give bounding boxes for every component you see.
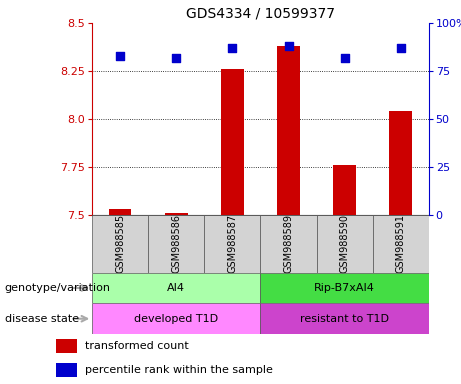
Bar: [204, 215, 260, 273]
Point: [397, 45, 404, 51]
Text: transformed count: transformed count: [85, 341, 189, 351]
Text: GSM988590: GSM988590: [340, 214, 349, 273]
Point: [341, 55, 348, 61]
Bar: [260, 215, 317, 273]
Bar: [260, 303, 429, 334]
Bar: [165, 213, 188, 215]
Bar: [56, 362, 77, 376]
Text: GSM988585: GSM988585: [115, 214, 125, 273]
Bar: [390, 111, 412, 215]
Point: [117, 53, 124, 59]
Bar: [92, 303, 260, 334]
Text: GSM988586: GSM988586: [171, 214, 181, 273]
Text: resistant to T1D: resistant to T1D: [300, 314, 389, 324]
Text: GSM988591: GSM988591: [396, 214, 406, 273]
Bar: [221, 69, 243, 215]
Title: GDS4334 / 10599377: GDS4334 / 10599377: [186, 7, 335, 20]
Bar: [260, 273, 429, 303]
Text: AI4: AI4: [167, 283, 185, 293]
Bar: [317, 215, 372, 273]
Bar: [92, 215, 148, 273]
Point: [229, 45, 236, 51]
Bar: [56, 339, 77, 353]
Bar: [92, 273, 260, 303]
Text: disease state: disease state: [5, 314, 79, 324]
Text: GSM988589: GSM988589: [284, 214, 294, 273]
Bar: [277, 46, 300, 215]
Text: percentile rank within the sample: percentile rank within the sample: [85, 364, 273, 374]
Text: Rip-B7xAI4: Rip-B7xAI4: [314, 283, 375, 293]
Bar: [109, 209, 131, 215]
Text: genotype/variation: genotype/variation: [5, 283, 111, 293]
Bar: [148, 215, 204, 273]
Bar: [372, 215, 429, 273]
Bar: [333, 165, 356, 215]
Point: [285, 43, 292, 49]
Text: GSM988587: GSM988587: [227, 214, 237, 273]
Text: developed T1D: developed T1D: [134, 314, 219, 324]
Point: [172, 55, 180, 61]
